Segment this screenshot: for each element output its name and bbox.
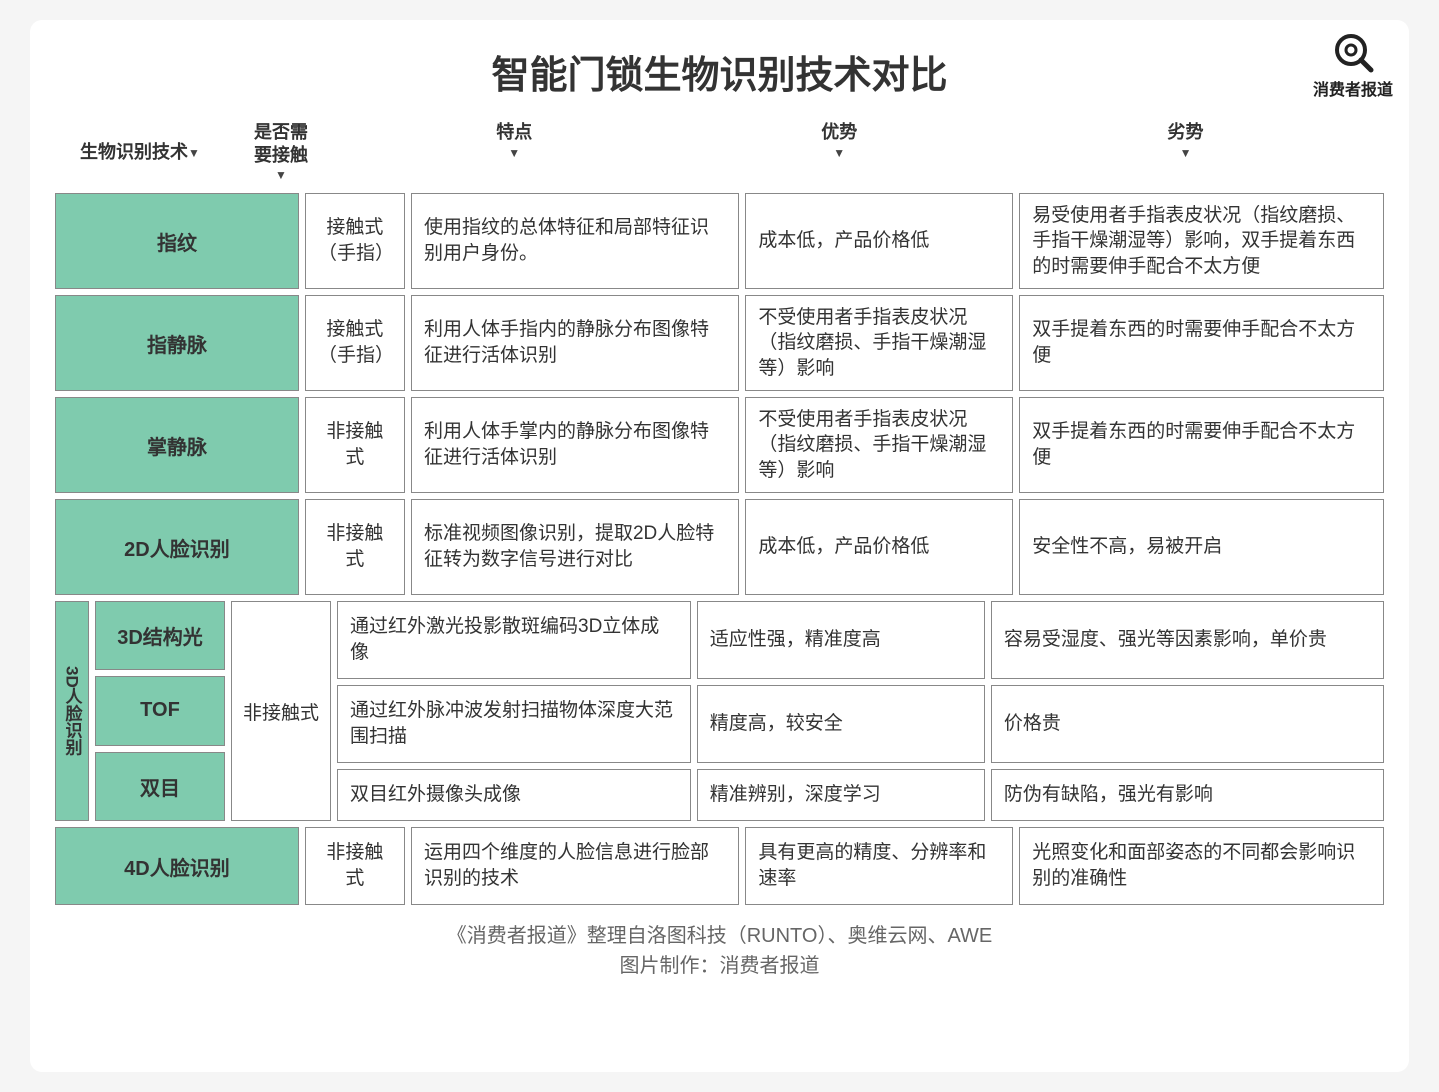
adv-cell: 适应性强，精准度高 — [697, 601, 985, 679]
table-row: 通过红外激光投影散斑编码3D立体成像 适应性强，精准度高 容易受湿度、强光等因素… — [337, 601, 1384, 679]
dis-cell: 易受使用者手指表皮状况（指纹磨损、手指干燥潮湿等）影响，双手提着东西的时需要伸手… — [1019, 193, 1384, 289]
source-line: 《消费者报道》整理自洛图科技（RUNTO）、奥维云网、AWE — [55, 921, 1384, 951]
feature-cell: 利用人体手掌内的静脉分布图像特征进行活体识别 — [411, 397, 739, 493]
brand-logo: 消费者报道 — [1313, 30, 1393, 100]
dis-cell: 光照变化和面部姿态的不同都会影响识别的准确性 — [1019, 827, 1384, 905]
table-row: 2D人脸识别 非接触式 标准视频图像识别，提取2D人脸特征转为数字信号进行对比 … — [55, 499, 1384, 595]
table-header: 生物识别技术 是否需 要接触 特点 优势 劣势 — [55, 121, 1384, 187]
contact-cell: 非接触式 — [305, 827, 405, 905]
adv-cell: 成本低，产品价格低 — [745, 499, 1013, 595]
dis-cell: 容易受湿度、强光等因素影响，单价贵 — [991, 601, 1384, 679]
adv-cell: 精准辨别，深度学习 — [697, 769, 985, 821]
adv-cell: 精度高，较安全 — [697, 685, 985, 763]
footer: 《消费者报道》整理自洛图科技（RUNTO）、奥维云网、AWE 图片制作：消费者报… — [55, 921, 1384, 981]
feature-cell: 标准视频图像识别，提取2D人脸特征转为数字信号进行对比 — [411, 499, 739, 595]
credit-line: 图片制作：消费者报道 — [55, 951, 1384, 981]
header-contact: 是否需 要接触 — [231, 121, 331, 187]
table-row: 4D人脸识别 非接触式 运用四个维度的人脸信息进行脸部识别的技术 具有更高的精度… — [55, 827, 1384, 905]
dis-cell: 双手提着东西的时需要伸手配合不太方便 — [1019, 397, 1384, 493]
tech-cell: 双目 — [95, 752, 225, 821]
header-feature: 特点 — [337, 121, 691, 187]
table-row: 指纹 接触式 （手指） 使用指纹的总体特征和局部特征识别用户身份。 成本低，产品… — [55, 193, 1384, 289]
feature-cell: 通过红外脉冲波发射扫描物体深度大范围扫描 — [337, 685, 691, 763]
contact-cell: 接触式 （手指） — [305, 295, 405, 391]
table-row: 通过红外脉冲波发射扫描物体深度大范围扫描 精度高，较安全 价格贵 — [337, 685, 1384, 763]
header-adv: 优势 — [697, 121, 981, 187]
comparison-table: 生物识别技术 是否需 要接触 特点 优势 劣势 指纹 接触式 （手指） 使用指纹… — [55, 121, 1384, 905]
infographic-container: 消费者报道 智能门锁生物识别技术对比 生物识别技术 是否需 要接触 特点 优势 … — [30, 20, 1409, 1072]
tech-cell: 指纹 — [55, 193, 299, 289]
contact-cell: 非接触式 — [305, 499, 405, 595]
magnifier-icon — [1331, 30, 1375, 74]
header-dis: 劣势 — [987, 121, 1384, 187]
dis-cell: 价格贵 — [991, 685, 1384, 763]
tech-cell: 指静脉 — [55, 295, 299, 391]
tech-cell: 3D结构光 — [95, 601, 225, 670]
group-3d: 3D人脸识别 3D结构光 TOF 双目 非接触式 通过红外激光投影散斑编码3D立… — [55, 601, 1384, 821]
dis-cell: 防伪有缺陷，强光有影响 — [991, 769, 1384, 821]
adv-cell: 具有更高的精度、分辨率和速率 — [745, 827, 1013, 905]
tech-cell: 掌静脉 — [55, 397, 299, 493]
dis-cell: 安全性不高，易被开启 — [1019, 499, 1384, 595]
contact-cell: 接触式 （手指） — [305, 193, 405, 289]
table-row: 双目红外摄像头成像 精准辨别，深度学习 防伪有缺陷，强光有影响 — [337, 769, 1384, 821]
page-title: 智能门锁生物识别技术对比 — [55, 44, 1384, 99]
feature-cell: 运用四个维度的人脸信息进行脸部识别的技术 — [411, 827, 739, 905]
table-row: 掌静脉 非接触式 利用人体手掌内的静脉分布图像特征进行活体识别 不受使用者手指表… — [55, 397, 1384, 493]
contact-cell: 非接触式 — [305, 397, 405, 493]
tech-cell: TOF — [95, 676, 225, 745]
dis-cell: 双手提着东西的时需要伸手配合不太方便 — [1019, 295, 1384, 391]
adv-cell: 成本低，产品价格低 — [745, 193, 1013, 289]
table-row: 指静脉 接触式 （手指） 利用人体手指内的静脉分布图像特征进行活体识别 不受使用… — [55, 295, 1384, 391]
feature-cell: 利用人体手指内的静脉分布图像特征进行活体识别 — [411, 295, 739, 391]
tech-cell: 4D人脸识别 — [55, 827, 299, 905]
tech-side-3d: 3D人脸识别 — [55, 601, 89, 821]
tech-cell: 2D人脸识别 — [55, 499, 299, 595]
header-tech: 生物识别技术 — [55, 121, 225, 187]
contact-cell: 非接触式 — [231, 601, 331, 821]
brand-text: 消费者报道 — [1313, 76, 1393, 100]
feature-cell: 通过红外激光投影散斑编码3D立体成像 — [337, 601, 691, 679]
feature-cell: 双目红外摄像头成像 — [337, 769, 691, 821]
feature-cell: 使用指纹的总体特征和局部特征识别用户身份。 — [411, 193, 739, 289]
adv-cell: 不受使用者手指表皮状况（指纹磨损、手指干燥潮湿等）影响 — [745, 295, 1013, 391]
adv-cell: 不受使用者手指表皮状况（指纹磨损、手指干燥潮湿等）影响 — [745, 397, 1013, 493]
